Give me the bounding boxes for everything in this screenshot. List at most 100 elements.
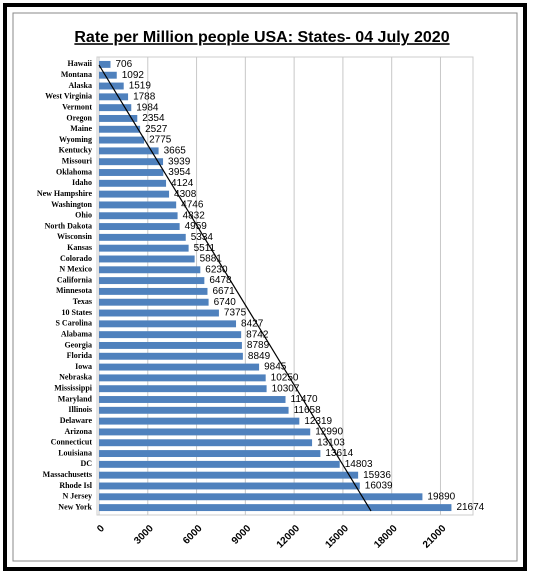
y-tick-label: California — [57, 275, 92, 284]
bar — [99, 352, 243, 360]
value-label: 10307 — [272, 383, 300, 394]
y-tick-label: Mississippi — [54, 384, 93, 393]
y-tick-label: New Hampshire — [37, 189, 93, 198]
value-label: 19890 — [427, 491, 455, 502]
y-tick-label: Wyoming — [59, 135, 92, 144]
value-label: 11470 — [291, 394, 319, 405]
y-tick-label: Iowa — [75, 362, 92, 371]
bar — [99, 277, 205, 285]
value-label: 8427 — [241, 318, 264, 329]
value-label: 3665 — [164, 146, 187, 157]
bar — [99, 266, 201, 274]
bar — [99, 493, 423, 501]
bar — [99, 482, 360, 490]
trendline — [98, 64, 372, 512]
value-label: 7375 — [224, 308, 247, 319]
bar — [99, 428, 311, 436]
bar — [99, 396, 286, 403]
y-tick-label: Maryland — [58, 394, 93, 403]
bar — [99, 60, 111, 68]
value-label: 5511 — [194, 243, 216, 254]
value-label: 10250 — [271, 373, 299, 384]
bar — [99, 244, 189, 252]
y-tick-label: New York — [58, 502, 92, 511]
y-tick-label: Rhode Isl — [59, 481, 92, 490]
y-tick-label: Alabama — [61, 329, 92, 338]
value-label: 2775 — [149, 135, 172, 146]
y-tick-label: DC — [80, 459, 92, 468]
value-label: 8742 — [246, 329, 269, 340]
bar — [99, 287, 208, 295]
bar — [99, 233, 186, 241]
y-tick-label: Oklahoma — [56, 167, 92, 176]
bar — [99, 385, 267, 393]
y-tick-label: Minnesota — [56, 286, 92, 295]
bar — [99, 136, 145, 144]
bar — [99, 417, 300, 425]
value-label: 4832 — [183, 210, 206, 221]
value-label: 8789 — [247, 340, 270, 351]
value-label: 21674 — [456, 502, 484, 513]
bar — [99, 223, 180, 231]
grid — [98, 57, 441, 515]
y-tick-label: Washington — [51, 200, 92, 209]
inner-frame — [12, 12, 518, 562]
bar — [99, 439, 313, 447]
y-tick-label: Texas — [73, 297, 92, 306]
y-tick-label: Missouri — [62, 157, 93, 166]
value-label: 1092 — [122, 70, 145, 81]
y-tick-label: Hawaii — [68, 59, 93, 68]
value-label: 1519 — [129, 81, 152, 92]
bar — [99, 179, 167, 187]
value-label: 2527 — [145, 124, 168, 135]
value-label: 13614 — [325, 448, 353, 459]
value-label: 2354 — [142, 113, 165, 124]
bar — [99, 71, 117, 79]
y-tick-label: Maine — [70, 124, 92, 133]
bar — [99, 147, 159, 155]
value-label: 1788 — [133, 91, 156, 102]
bar — [99, 450, 321, 458]
bar — [99, 169, 164, 176]
y-tick-label: S Carolina — [55, 319, 92, 328]
value-label: 14803 — [345, 459, 373, 470]
bar — [99, 201, 177, 209]
bar — [99, 158, 164, 166]
y-tick-label: Kentucky — [59, 146, 92, 155]
bar — [99, 114, 138, 122]
plot-area — [96, 56, 474, 516]
y-tick-label: Illinois — [68, 405, 92, 414]
bar — [99, 298, 209, 306]
y-tick-label: Delaware — [60, 416, 93, 425]
bar — [99, 190, 170, 198]
value-label: 12319 — [304, 416, 332, 427]
value-label: 3954 — [168, 167, 191, 178]
bar — [99, 104, 132, 112]
value-label: 12990 — [315, 427, 343, 438]
y-tick-label: Wisconsin — [57, 232, 93, 241]
y-tick-label: Idaho — [72, 178, 92, 187]
bar — [99, 471, 359, 479]
value-label: 5881 — [200, 254, 223, 265]
bar — [99, 125, 141, 133]
y-tick-label: Louisiana — [58, 448, 92, 457]
y-tick-label: 10 States — [62, 308, 92, 317]
value-label: 706 — [115, 59, 132, 70]
bar — [99, 374, 266, 382]
bar — [99, 363, 260, 371]
bar — [99, 255, 195, 263]
bar — [99, 504, 452, 512]
value-label: 6478 — [209, 275, 232, 286]
value-label: 13103 — [317, 437, 345, 448]
bars — [99, 60, 452, 512]
chart-title: Rate per Million people USA: States- 04 … — [74, 29, 449, 46]
y-tick-label: Connecticut — [51, 438, 93, 447]
value-label: 8849 — [248, 351, 271, 362]
value-label: 16039 — [365, 481, 393, 492]
bar — [99, 406, 289, 414]
y-tick-label: Oregon — [66, 113, 92, 122]
value-label: 6671 — [212, 286, 235, 297]
y-tick-label: Vermont — [62, 102, 92, 111]
